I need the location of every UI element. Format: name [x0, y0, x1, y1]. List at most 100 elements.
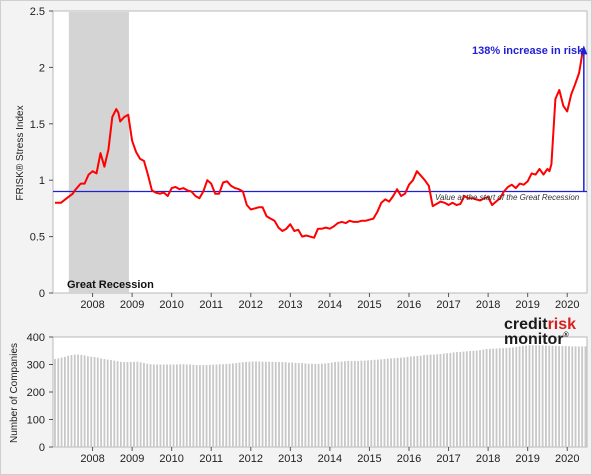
company-count-bar — [215, 364, 218, 447]
company-count-bar — [344, 361, 346, 447]
top-y-tick-label: 0.5 — [30, 232, 45, 244]
company-count-bar — [482, 349, 485, 447]
top-y-tick-label: 2 — [39, 62, 45, 74]
company-count-bar — [175, 364, 178, 447]
company-count-bar — [241, 362, 244, 447]
company-count-bar — [489, 348, 491, 447]
company-count-bar — [182, 364, 185, 447]
svg-text:creditrisk: creditrisk — [504, 316, 576, 333]
company-count-bar — [475, 350, 478, 447]
reference-line-label: Value at the start of the Great Recessio… — [435, 193, 580, 202]
company-count-bar — [278, 362, 280, 447]
company-count-bar — [485, 349, 488, 447]
top-x-tick-label: 2014 — [318, 299, 342, 311]
company-count-bar — [143, 362, 145, 447]
company-count-bar — [60, 357, 63, 447]
company-count-bar — [515, 346, 518, 447]
company-count-bar — [238, 362, 241, 447]
company-count-bar — [337, 361, 340, 448]
company-count-bar — [502, 348, 504, 447]
company-count-bar — [400, 357, 402, 447]
company-count-bar — [439, 354, 442, 447]
company-count-bar — [469, 351, 472, 447]
company-count-bar — [90, 356, 93, 447]
company-count-bar — [166, 364, 168, 447]
company-count-bar — [373, 359, 376, 447]
company-count-bar — [100, 358, 103, 447]
company-count-bar — [393, 358, 396, 447]
shaded-region-label: Great Recession — [67, 279, 154, 291]
company-count-bar — [162, 364, 165, 447]
company-count-bar — [357, 360, 360, 447]
company-count-bar — [571, 346, 574, 447]
logo-registered-mark: ® — [564, 331, 570, 339]
company-count-bar — [564, 346, 567, 447]
company-count-bar — [189, 364, 191, 447]
company-count-bar — [156, 364, 159, 447]
bottom-y-axis-label: Number of Companies — [9, 343, 20, 443]
company-count-bar — [311, 363, 313, 447]
company-count-bar — [479, 350, 481, 447]
company-count-bar — [508, 347, 511, 447]
company-count-bar — [235, 363, 238, 447]
company-count-bar — [383, 359, 386, 447]
top-y-tick-label: 1 — [39, 175, 45, 187]
company-count-bar — [169, 364, 172, 447]
company-count-bar — [505, 348, 508, 447]
company-count-bar — [525, 345, 528, 447]
top-y-tick-label: 0 — [39, 288, 45, 300]
company-count-bar — [531, 345, 534, 448]
company-count-bar — [380, 359, 383, 447]
company-count-bar — [574, 346, 577, 447]
company-count-bar — [396, 357, 399, 447]
top-x-tick-label: 2015 — [357, 299, 381, 311]
company-count-bar — [538, 345, 541, 448]
bottom-x-tick-label: 2015 — [357, 453, 381, 465]
company-count-bar — [199, 365, 201, 447]
bottom-y-tick-label: 0 — [39, 442, 45, 454]
risk-increase-arrow-head — [580, 45, 588, 55]
company-count-bar — [218, 364, 221, 447]
company-count-bar — [386, 358, 389, 447]
company-count-bar — [67, 355, 70, 447]
bottom-x-tick-label: 2011 — [199, 453, 223, 465]
company-count-bar — [584, 346, 587, 447]
company-count-bar — [136, 361, 139, 448]
company-count-bar — [103, 359, 106, 447]
company-count-bar — [63, 356, 66, 447]
top-x-tick-label: 2019 — [515, 299, 539, 311]
company-count-bar — [403, 357, 406, 447]
company-count-bar — [139, 362, 142, 447]
company-count-bar — [429, 354, 432, 447]
top-x-tick-label: 2017 — [436, 299, 460, 311]
company-count-bar — [113, 360, 116, 447]
company-count-bar — [225, 363, 228, 447]
company-count-bar — [347, 360, 350, 447]
company-count-bar — [551, 345, 554, 447]
company-count-bar — [327, 363, 330, 447]
company-count-bar — [185, 364, 188, 447]
company-count-bar — [449, 352, 452, 447]
company-count-bar — [202, 365, 205, 447]
top-y-tick-label: 2.5 — [30, 6, 45, 18]
top-chart-layer: 0 0.5 1 1.5 2 2.5 2008 2009 2010 2011 2012 2013 2014… — [30, 6, 588, 311]
company-count-bar — [416, 356, 419, 447]
company-count-bar — [192, 364, 195, 447]
company-count-bar — [80, 354, 83, 447]
bottom-plot-area — [52, 336, 588, 448]
company-count-bar — [73, 354, 76, 447]
company-count-bar — [258, 361, 261, 447]
company-count-bar — [159, 364, 162, 447]
bottom-y-tick-label: 200 — [27, 387, 45, 399]
company-count-bar — [268, 361, 271, 448]
company-count-bar — [222, 364, 224, 447]
company-count-bar — [146, 363, 149, 447]
company-count-bar — [304, 363, 307, 447]
company-count-bar — [512, 347, 514, 447]
company-count-bar — [271, 361, 274, 448]
company-count-bar — [129, 362, 132, 447]
logo-credit: credit — [504, 316, 548, 333]
company-count-bar — [334, 362, 336, 447]
